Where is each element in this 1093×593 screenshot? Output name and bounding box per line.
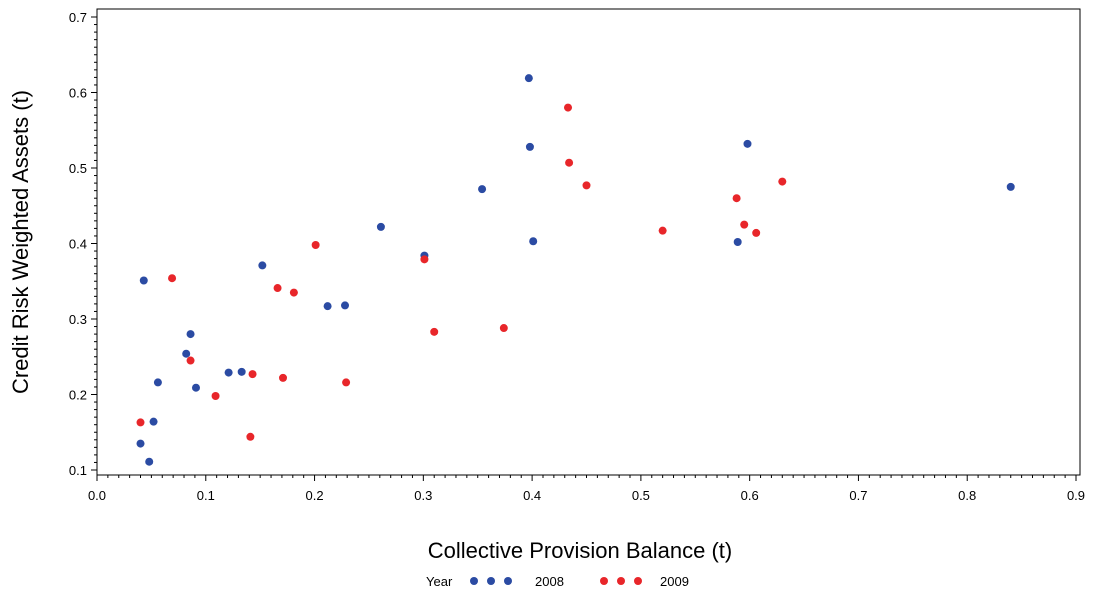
y-tick-label: 0.3 <box>69 312 87 327</box>
legend-marker-2008 <box>470 577 478 585</box>
data-point-2008 <box>341 301 350 310</box>
data-point-2009 <box>430 327 439 336</box>
legend-marker-2008 <box>487 577 495 585</box>
data-point-2009 <box>732 194 741 203</box>
data-point-2008 <box>191 383 200 392</box>
x-axis-title: Collective Provision Balance (t) <box>428 538 732 563</box>
data-point-2008 <box>524 74 533 83</box>
y-tick-label: 0.2 <box>69 388 87 403</box>
data-point-2008 <box>237 367 246 376</box>
data-points <box>136 74 1015 466</box>
legend-marker-2008 <box>504 577 512 585</box>
data-point-2009 <box>778 177 787 186</box>
x-tick-label: 0.7 <box>849 488 867 503</box>
x-tick-label: 0.3 <box>414 488 432 503</box>
y-axis: 0.1 0.2 0.3 0.4 0.5 0.6 0.7 <box>69 10 97 478</box>
legend: Year 2008 2009 <box>426 574 689 589</box>
data-point-2009 <box>273 284 282 293</box>
data-point-2009 <box>186 356 195 365</box>
x-tick-label: 0.0 <box>88 488 106 503</box>
y-tick-label: 0.6 <box>69 86 87 101</box>
data-point-2008 <box>323 302 332 311</box>
data-point-2009 <box>740 220 749 229</box>
x-tick-label: 0.2 <box>306 488 324 503</box>
data-point-2009 <box>168 274 177 283</box>
x-tick-label: 0.5 <box>632 488 650 503</box>
y-tick-label: 0.7 <box>69 10 87 25</box>
data-point-2009 <box>211 392 220 401</box>
x-tick-label: 0.4 <box>523 488 541 503</box>
data-point-2008 <box>136 439 145 448</box>
data-point-2009 <box>658 226 667 235</box>
data-point-2008 <box>182 349 191 358</box>
data-point-2009 <box>342 378 351 387</box>
data-point-2008 <box>733 237 742 246</box>
data-point-2009 <box>582 181 591 190</box>
y-tick-label: 0.1 <box>69 463 87 478</box>
y-tick-label: 0.4 <box>69 237 87 252</box>
legend-marker-2009 <box>600 577 608 585</box>
data-point-2008 <box>478 185 487 194</box>
y-axis-title: Credit Risk Weighted Assets (t) <box>8 90 33 394</box>
data-point-2008 <box>529 237 538 246</box>
data-point-2009 <box>248 370 257 379</box>
data-point-2008 <box>153 378 162 387</box>
data-point-2008 <box>224 368 233 377</box>
data-point-2008 <box>376 222 385 231</box>
data-point-2008 <box>186 330 195 339</box>
data-point-2009 <box>246 432 255 441</box>
x-tick-label: 0.6 <box>741 488 759 503</box>
legend-marker-2009 <box>617 577 625 585</box>
data-point-2009 <box>311 241 320 250</box>
data-point-2008 <box>145 457 154 466</box>
y-tick-label: 0.5 <box>69 161 87 176</box>
data-point-2008 <box>258 261 267 270</box>
legend-title: Year <box>426 574 453 589</box>
data-point-2009 <box>565 158 574 167</box>
data-point-2009 <box>279 373 288 382</box>
data-point-2009 <box>136 418 145 427</box>
data-point-2009 <box>752 228 761 237</box>
data-point-2008 <box>139 276 148 285</box>
x-tick-label: 0.1 <box>197 488 215 503</box>
x-tick-label: 0.8 <box>958 488 976 503</box>
data-point-2008 <box>149 417 158 426</box>
data-point-2009 <box>564 103 573 112</box>
legend-label-2009: 2009 <box>660 574 689 589</box>
data-point-2009 <box>420 255 429 264</box>
data-point-2008 <box>1006 182 1015 191</box>
data-point-2009 <box>499 324 508 333</box>
data-point-2008 <box>525 142 534 151</box>
legend-label-2008: 2008 <box>535 574 564 589</box>
legend-marker-2009 <box>634 577 642 585</box>
data-point-2009 <box>289 288 298 297</box>
data-point-2008 <box>743 139 752 148</box>
plot-frame <box>96 8 1081 476</box>
x-axis: 0.0 0.1 0.2 0.3 0.4 0.5 0.6 0.7 0.8 0.9 <box>88 475 1085 503</box>
x-tick-label: 0.9 <box>1067 488 1085 503</box>
